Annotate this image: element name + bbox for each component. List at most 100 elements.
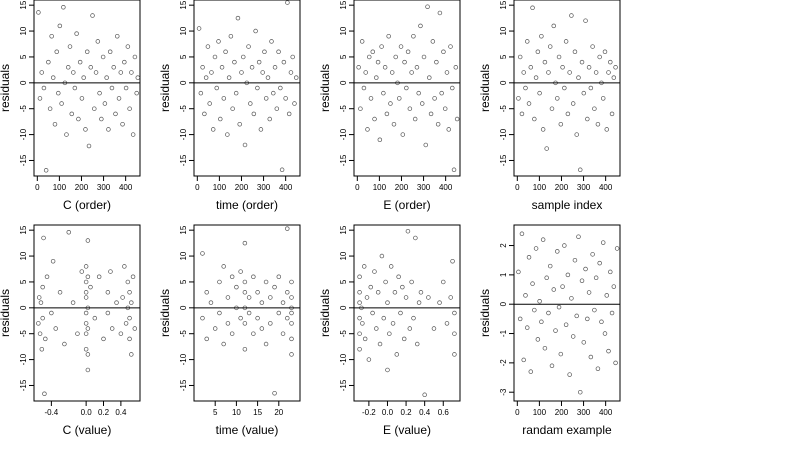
data-point — [37, 96, 43, 101]
data-point — [609, 111, 615, 117]
data-point — [577, 389, 583, 395]
y-tick-label: 0 — [19, 80, 28, 85]
plot-frame — [193, 0, 301, 177]
data-point — [285, 315, 290, 321]
data-point — [92, 315, 98, 321]
data-point — [547, 263, 553, 269]
x-tick-label: 400 — [599, 408, 613, 417]
x-axis-label: time (order) — [216, 198, 278, 212]
data-point — [385, 300, 390, 305]
data-point — [57, 290, 63, 295]
data-point — [540, 237, 546, 242]
data-point — [405, 228, 411, 234]
data-point — [540, 127, 546, 132]
data-point — [217, 310, 222, 316]
y-tick-label: -15 — [19, 154, 28, 166]
scatter-panel: -15 -10 -5 0 5 10 15 0 100 200 300 400 C (order) resi… — [0, 0, 141, 212]
data-point — [218, 116, 223, 122]
y-tick-label: -5 — [179, 105, 188, 113]
data-point — [263, 341, 269, 347]
data-point — [39, 346, 45, 352]
data-points — [516, 5, 618, 173]
data-point — [226, 75, 232, 80]
data-point — [377, 137, 383, 143]
scatter-panel: -15 -10 -5 0 5 10 15 0 100 200 300 400 sample index r… — [478, 0, 621, 212]
data-point — [434, 59, 439, 65]
y-tick-label: 0 — [499, 80, 508, 85]
data-point — [237, 121, 242, 127]
data-point — [583, 266, 588, 272]
y-tick-label: 1 — [499, 272, 508, 277]
data-point — [37, 331, 43, 336]
data-point — [418, 23, 423, 29]
data-point — [127, 336, 132, 342]
data-point — [116, 96, 122, 101]
x-tick-label: 400 — [119, 183, 133, 192]
data-point — [95, 39, 101, 44]
data-point — [85, 238, 91, 243]
plot-frame — [353, 0, 461, 177]
data-point — [606, 348, 611, 354]
data-point — [289, 310, 294, 316]
x-tick-label: 100 — [213, 183, 227, 192]
data-point — [123, 85, 129, 91]
data-point — [539, 319, 544, 325]
data-point — [592, 307, 597, 313]
data-point — [370, 310, 375, 316]
x-tick-label: 0.0 — [81, 408, 93, 417]
data-point — [426, 295, 431, 300]
data-point — [44, 274, 50, 280]
data-point — [412, 116, 418, 122]
y-tick-label: 0 — [179, 80, 188, 85]
data-point — [46, 59, 51, 65]
data-point — [585, 116, 590, 122]
data-point — [588, 354, 594, 360]
data-point — [61, 4, 66, 10]
data-point — [391, 121, 397, 127]
data-point — [425, 4, 430, 9]
data-point — [263, 279, 269, 285]
y-tick-label: 5 — [19, 54, 28, 59]
data-point — [71, 70, 76, 75]
data-point — [581, 90, 587, 96]
data-point — [292, 101, 297, 106]
x-tick-label: 400 — [439, 183, 453, 192]
data-point — [374, 75, 379, 80]
scatter-panel: -15 -10 -5 0 5 10 15 -0.4 0.0 0.2 0.4C (value) resi… — [0, 224, 141, 437]
data-point — [602, 331, 608, 336]
x-tick-label: 100 — [533, 183, 547, 192]
data-point — [93, 70, 99, 75]
data-points — [196, 0, 299, 173]
x-tick-label: 400 — [599, 183, 613, 192]
data-point — [357, 315, 362, 321]
data-point — [234, 284, 239, 290]
x-tick-label: 100 — [533, 408, 547, 417]
data-point — [606, 70, 611, 75]
plot-frame — [33, 224, 141, 402]
data-point — [517, 316, 523, 322]
x-tick-label: 200 — [555, 408, 569, 417]
data-point — [36, 321, 41, 326]
data-point — [560, 284, 565, 289]
data-point — [238, 269, 243, 274]
data-point — [519, 231, 525, 237]
x-axis-label: E (order) — [383, 198, 430, 212]
data-point — [56, 90, 61, 96]
data-point — [289, 352, 294, 357]
y-axis-label: residuals — [158, 289, 172, 337]
data-point — [242, 279, 248, 285]
data-point — [451, 167, 457, 173]
data-point — [532, 307, 537, 313]
data-point — [72, 85, 78, 91]
data-point — [64, 132, 69, 137]
data-point — [100, 54, 106, 60]
x-tick-label: 200 — [75, 183, 89, 192]
y-tick-label: 15 — [179, 225, 188, 234]
y-tick-label: 5 — [339, 54, 348, 59]
data-point — [516, 96, 521, 101]
data-point — [258, 127, 264, 132]
data-point — [36, 10, 41, 15]
y-tick-label: -5 — [499, 105, 508, 113]
data-point — [521, 70, 526, 75]
data-point — [111, 65, 116, 70]
